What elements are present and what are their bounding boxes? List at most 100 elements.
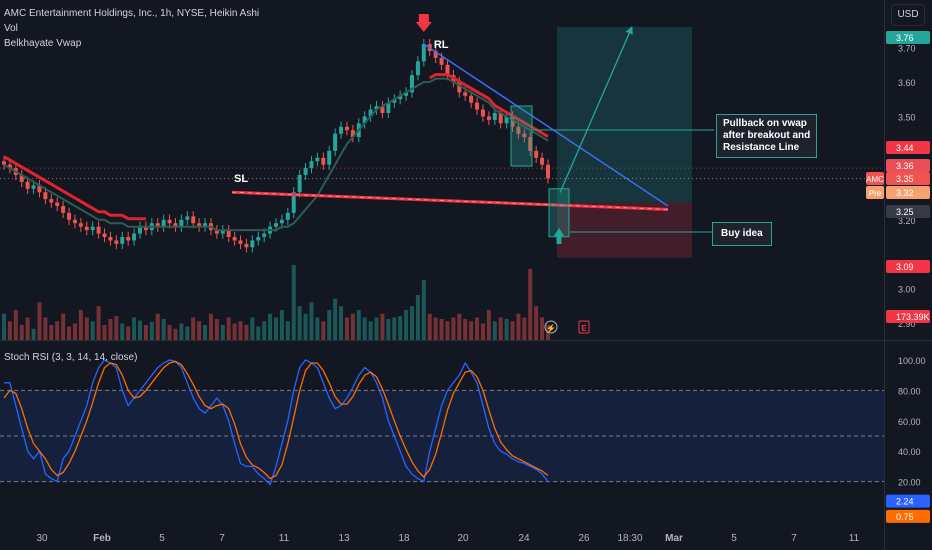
- price-badge-label: 3.09: [896, 262, 914, 272]
- volume-bar: [185, 326, 190, 340]
- candle-body: [297, 175, 302, 193]
- time-axis-tick-label: 5: [159, 533, 165, 544]
- candle-body: [197, 223, 202, 227]
- price-badge: [886, 141, 930, 154]
- volume-bar: [410, 306, 414, 340]
- candle-body: [226, 230, 231, 237]
- time-axis-tick-label: 11: [279, 533, 290, 544]
- candle-body: [486, 116, 491, 120]
- stoch-rsi-d-line: [3, 360, 549, 480]
- candle-body: [279, 219, 284, 224]
- time-axis-tick-label: Feb: [93, 533, 111, 544]
- candle-body: [214, 230, 219, 234]
- volume-bar: [114, 316, 119, 340]
- pullback-note-line-2: after breakout and: [723, 130, 811, 141]
- volume-bar: [55, 321, 60, 340]
- candle-body: [291, 192, 296, 213]
- price-badge-tag-label: AMC: [866, 175, 884, 184]
- volume-bar: [279, 310, 284, 340]
- price-badge: [886, 260, 930, 273]
- candle-body: [516, 126, 521, 134]
- volume-bar: [386, 319, 391, 340]
- candle-body: [433, 51, 438, 58]
- projection-arrow: [559, 26, 633, 193]
- candle-body: [463, 92, 468, 96]
- volume-bar: [13, 310, 18, 340]
- vwap-upper-band-right: [428, 73, 549, 138]
- volume-bar: [398, 316, 403, 340]
- price-badge-label: 173.39K: [896, 312, 930, 322]
- volume-bar: [197, 321, 202, 340]
- candle-body: [220, 230, 225, 234]
- candle-body: [368, 109, 373, 117]
- volume-bar: [404, 310, 409, 340]
- candle-body: [362, 116, 367, 124]
- volume-bar: [226, 317, 231, 340]
- volume-bar: [439, 319, 444, 340]
- candle-body: [534, 150, 539, 158]
- currency-button[interactable]: USD: [891, 4, 925, 26]
- volume-bar: [179, 323, 184, 340]
- candle-body: [203, 223, 208, 227]
- candle-body: [138, 226, 142, 234]
- vwap-line: [3, 77, 549, 232]
- volume-bar: [333, 298, 338, 340]
- vwap-upper-band-left: [3, 155, 146, 221]
- candle-body: [415, 61, 420, 76]
- volume-bar: [220, 325, 225, 340]
- volume-bar: [108, 319, 113, 340]
- candle-body: [327, 150, 332, 165]
- candle-body: [350, 130, 355, 138]
- candle-body: [492, 113, 497, 120]
- stoch-rsi-tick-label: 20.00: [898, 478, 921, 488]
- price-badge: [886, 172, 930, 185]
- price-badge-label: 3.44: [896, 143, 914, 153]
- candle-body: [49, 199, 54, 203]
- volume-bar: [457, 313, 462, 340]
- volume-bar: [309, 302, 314, 340]
- candle-body: [191, 216, 196, 224]
- price-badge-label: 3.35: [896, 174, 914, 184]
- volume-bar: [285, 321, 290, 340]
- candle-body: [498, 113, 503, 124]
- volume-bar: [208, 313, 213, 340]
- time-axis-tick-label: 11: [849, 533, 860, 544]
- volume-bar: [486, 310, 491, 340]
- top-marker-arrow: [415, 14, 432, 32]
- volume-bar: [49, 325, 54, 340]
- volume-bar: [356, 310, 361, 340]
- volume-bar: [297, 306, 302, 340]
- volume-bar: [528, 268, 533, 340]
- candle-body: [90, 226, 95, 231]
- candle-body: [132, 233, 137, 241]
- time-axis-tick-label: 18:30: [617, 533, 642, 544]
- stoch-d-badge: [886, 509, 930, 523]
- volume-bar: [167, 325, 172, 340]
- time-axis-tick-label: 30: [36, 533, 48, 544]
- candle-body: [303, 168, 308, 175]
- volume-bar: [510, 321, 515, 340]
- volume-bar: [368, 321, 373, 340]
- candle-body: [321, 157, 326, 165]
- price-badge: [886, 205, 930, 218]
- candle-body: [510, 116, 515, 127]
- price-badge: [886, 310, 930, 323]
- candle-body: [392, 99, 397, 103]
- volume-bar: [362, 317, 367, 340]
- candle-body: [2, 161, 6, 165]
- volume-bar: [173, 328, 178, 340]
- volume-bar: [126, 326, 131, 340]
- volume-bar: [25, 317, 30, 340]
- volume-bar: [540, 317, 545, 340]
- candle-body: [546, 164, 550, 179]
- candle-body: [84, 226, 89, 231]
- candle-body: [114, 240, 119, 244]
- volume-bar: [374, 317, 379, 340]
- price-badge-label: 3.25: [896, 207, 914, 217]
- price-axis-tick-label: 3.60: [898, 78, 916, 88]
- candle-body: [374, 106, 379, 110]
- volume-bar: [191, 317, 196, 340]
- volume-bar: [492, 321, 497, 340]
- candle-body: [386, 102, 391, 113]
